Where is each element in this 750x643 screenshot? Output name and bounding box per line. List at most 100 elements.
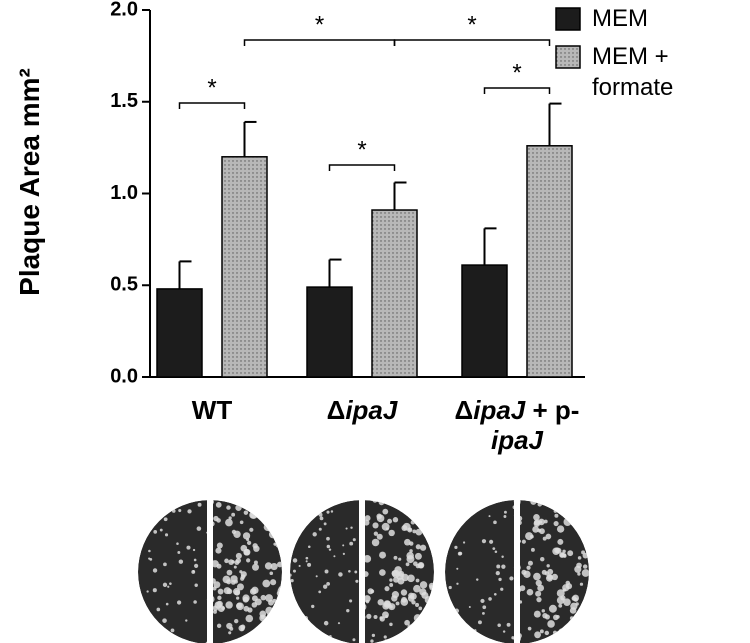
plaque xyxy=(323,620,329,626)
plaque xyxy=(582,638,589,643)
plaque xyxy=(552,630,558,635)
plaque xyxy=(229,626,234,631)
plaque xyxy=(384,586,390,592)
plaque xyxy=(569,607,577,614)
plaque xyxy=(494,550,498,554)
plaque xyxy=(545,533,552,540)
plaque xyxy=(197,502,202,507)
significance-star: * xyxy=(207,74,216,101)
plaque xyxy=(371,538,380,547)
plaque xyxy=(391,500,397,503)
plaque xyxy=(391,591,400,599)
plaque xyxy=(260,615,265,620)
plaque xyxy=(574,565,582,573)
plaque xyxy=(569,616,574,620)
plaque xyxy=(538,520,543,524)
plaque xyxy=(379,616,385,622)
plaque xyxy=(213,609,217,614)
plaque xyxy=(383,635,387,639)
plaque xyxy=(365,599,370,604)
plaque xyxy=(326,581,331,586)
plaque xyxy=(398,557,402,561)
plaque xyxy=(456,582,459,585)
plaque xyxy=(579,582,584,586)
plaque xyxy=(276,590,282,596)
plaque xyxy=(476,578,479,581)
plaque xyxy=(498,577,502,582)
plaque xyxy=(559,508,564,513)
plaque xyxy=(454,608,460,614)
plaque xyxy=(424,526,432,534)
plaque xyxy=(236,602,243,609)
plaque xyxy=(318,512,323,517)
plaque xyxy=(226,569,233,576)
plaque xyxy=(579,622,587,630)
plaque xyxy=(223,587,231,595)
plaque xyxy=(337,622,341,625)
plaque xyxy=(373,531,379,536)
plaque xyxy=(553,520,559,527)
plaque xyxy=(425,622,430,627)
plaque xyxy=(427,519,433,525)
plaque xyxy=(328,548,332,551)
plaque xyxy=(572,633,578,639)
plaque xyxy=(138,631,140,634)
plaque xyxy=(405,562,410,567)
plaque xyxy=(311,604,315,609)
plaque xyxy=(260,594,267,601)
significance-bracket xyxy=(178,102,246,109)
plaque xyxy=(153,530,158,534)
plaque xyxy=(266,505,272,511)
x-tick-label: ΔipaJ xyxy=(326,395,398,425)
plaque xyxy=(267,500,276,506)
plaque xyxy=(413,584,421,593)
plaque xyxy=(388,529,395,537)
plaque xyxy=(236,583,244,591)
plaque xyxy=(142,609,146,613)
plaque xyxy=(258,639,266,643)
plaque xyxy=(558,628,564,633)
plaque xyxy=(262,623,271,632)
plaque xyxy=(407,624,413,630)
significance-bracket xyxy=(483,87,551,94)
plaque xyxy=(527,626,532,631)
plaque xyxy=(367,588,374,595)
plaque xyxy=(565,580,571,586)
plaque xyxy=(191,570,196,574)
plaque xyxy=(372,522,379,529)
plaque xyxy=(577,572,581,576)
plaque xyxy=(585,596,589,602)
plaque xyxy=(246,540,252,545)
plaque xyxy=(276,561,282,568)
plaque xyxy=(194,583,198,587)
plaque xyxy=(419,581,428,589)
plaque xyxy=(267,525,274,532)
plaque xyxy=(345,527,348,530)
plaque xyxy=(178,559,184,564)
plaque xyxy=(292,558,298,563)
significance-star: * xyxy=(512,59,521,86)
plaque xyxy=(348,569,351,573)
plaque xyxy=(574,637,580,643)
plaque xyxy=(247,607,253,613)
plaque xyxy=(252,638,257,643)
plaque xyxy=(250,511,258,519)
plaque xyxy=(404,634,412,642)
plaque xyxy=(582,564,588,569)
plaque xyxy=(506,622,511,627)
plaque xyxy=(541,609,545,613)
plaque xyxy=(547,568,554,575)
plaque xyxy=(268,530,277,539)
plaque xyxy=(561,631,568,639)
plaque xyxy=(469,503,474,508)
plaque xyxy=(290,573,292,577)
plaque xyxy=(489,539,494,544)
plaque xyxy=(215,547,222,554)
plaque xyxy=(533,519,541,526)
plaque xyxy=(389,622,393,627)
plaque xyxy=(488,597,492,601)
plaque xyxy=(350,526,353,529)
plaque xyxy=(164,533,169,537)
plaque xyxy=(290,578,294,583)
plaque xyxy=(327,639,330,642)
